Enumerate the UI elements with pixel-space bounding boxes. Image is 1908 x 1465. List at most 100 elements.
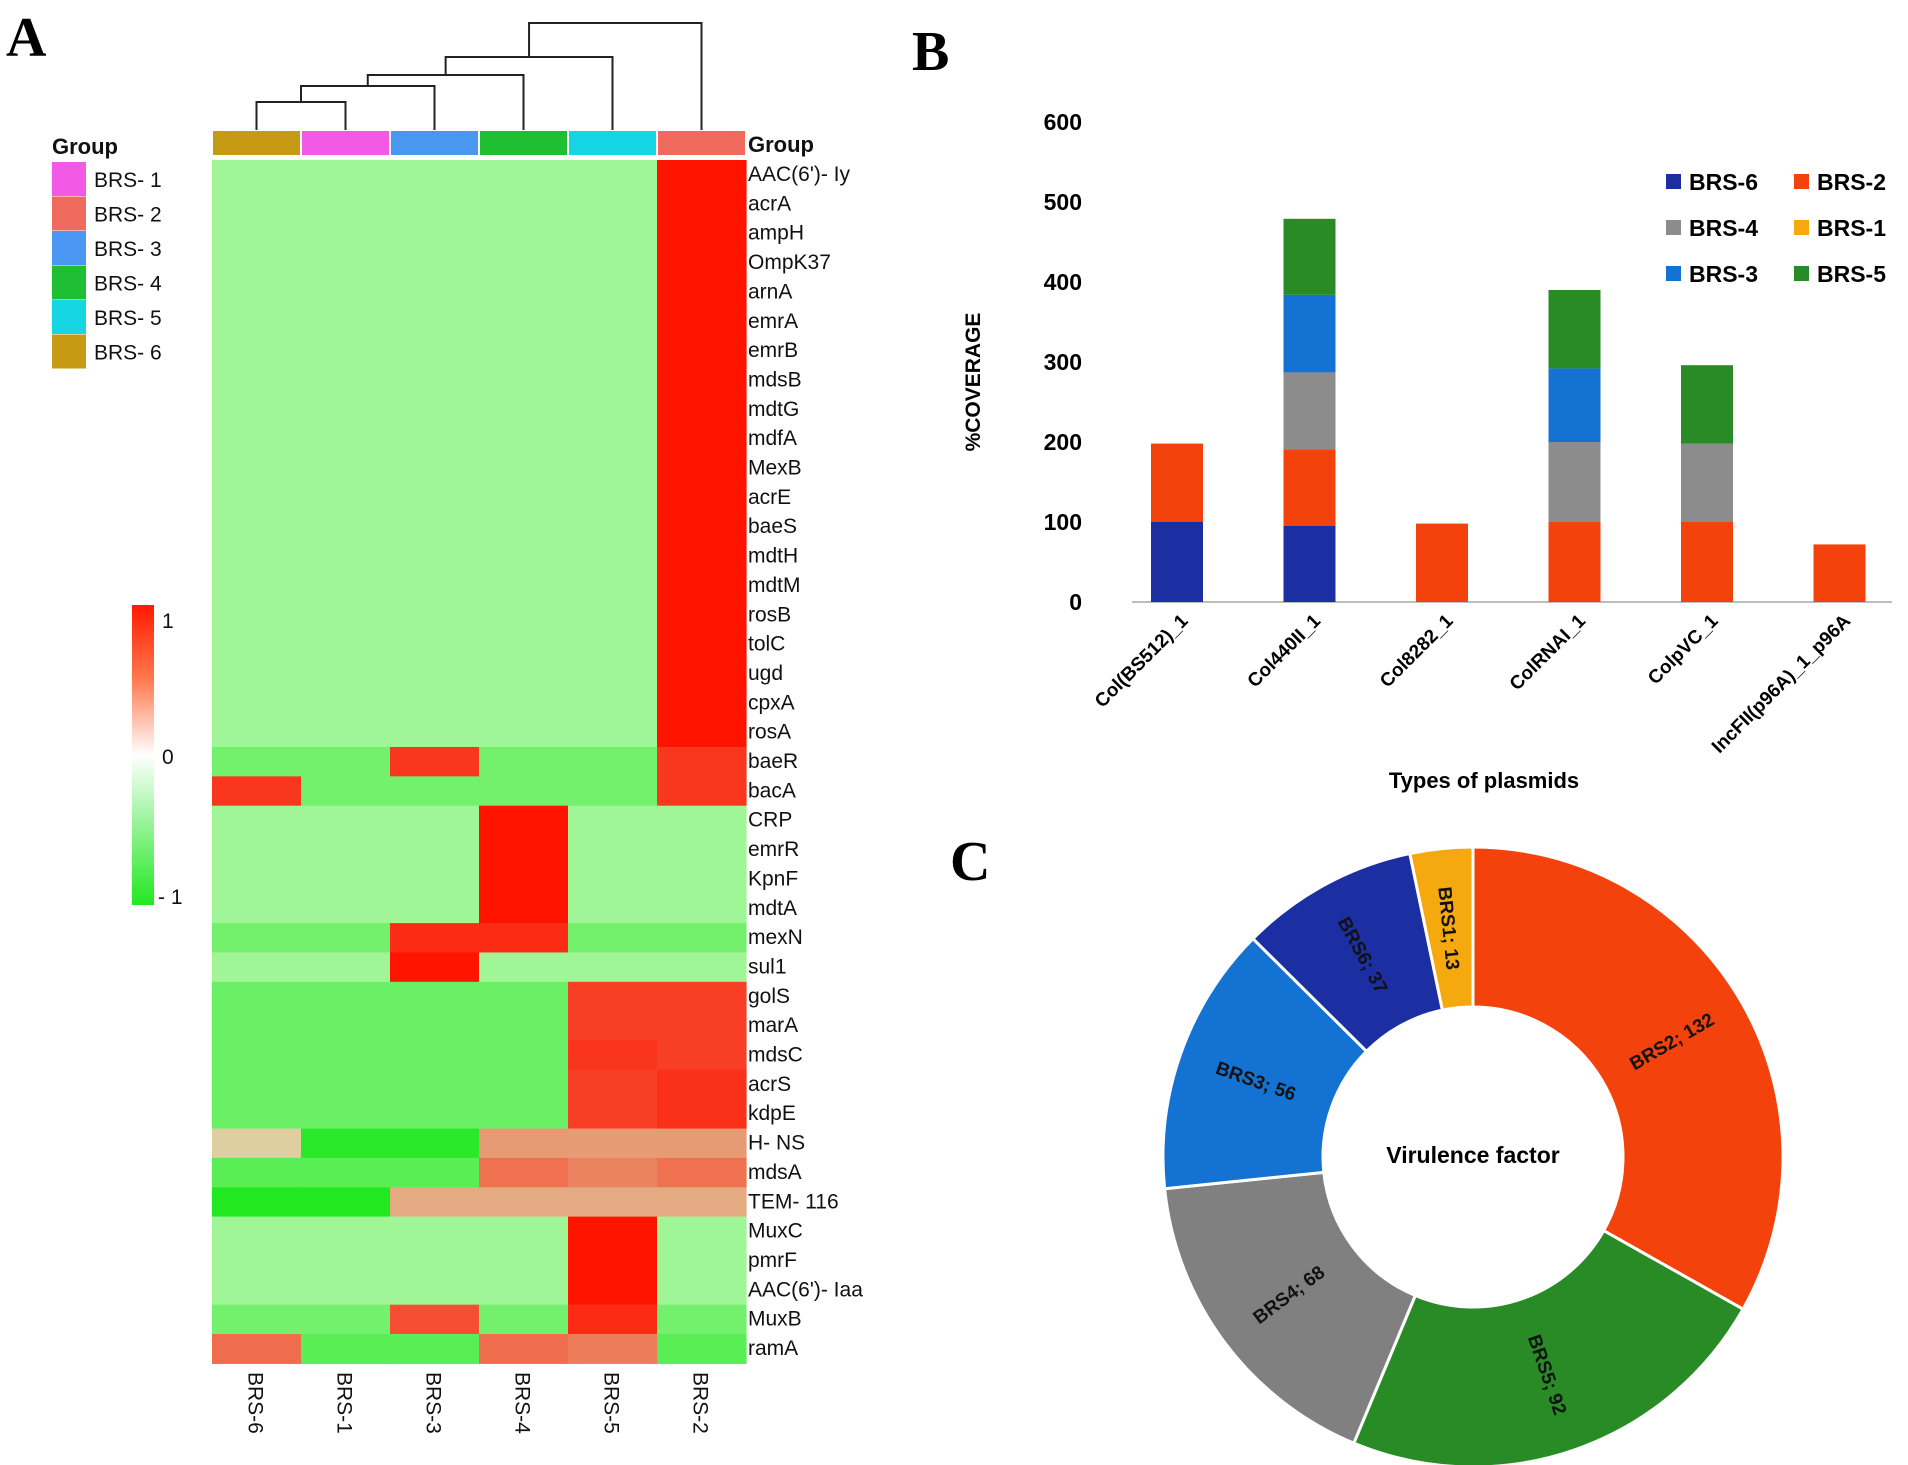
- heatmap-cell: [657, 658, 747, 689]
- heatmap-row-label: kdpE: [748, 1102, 796, 1125]
- heatmap-cell: [657, 776, 747, 807]
- heatmap-cell: [479, 600, 569, 631]
- donut-slice: [1162, 1170, 1418, 1446]
- heatmap-cell: [657, 248, 747, 278]
- heatmap-cell: [657, 864, 747, 895]
- bar-legend-label: BRS-3: [1689, 261, 1758, 287]
- heatmap-cell: [390, 365, 480, 396]
- heatmap-column-label: BRS-2: [689, 1372, 712, 1434]
- bar-y-tick-label: 600: [1044, 109, 1082, 135]
- heatmap-cell: [568, 1334, 658, 1364]
- bar-y-tick-label: 200: [1044, 429, 1082, 455]
- heatmap-cell: [657, 541, 747, 572]
- heatmap-cell: [390, 893, 480, 924]
- heatmap-row-label: mdsB: [748, 368, 802, 391]
- heatmap-row-label: ramA: [748, 1337, 798, 1360]
- heatmap-cell: [301, 1157, 391, 1188]
- heatmap-cell: [657, 805, 747, 836]
- bar-x-tick-label: IncFII(p96A)_1_p96A: [1708, 610, 1855, 757]
- bar-x-axis-title: Types of plasmids: [1389, 768, 1579, 793]
- heatmap-cell: [390, 1011, 480, 1042]
- heatmap-cell: [479, 629, 569, 660]
- heatmap-cell: [479, 336, 569, 367]
- heatmap-cell: [657, 160, 747, 190]
- heatmap-cell: [390, 747, 480, 777]
- heatmap-cell: [212, 658, 302, 689]
- heatmap-cell: [301, 747, 391, 777]
- bar-y-axis-title: %COVERAGE: [962, 313, 985, 452]
- bar-legend-label: BRS-5: [1817, 261, 1886, 287]
- heatmap-cell: [568, 981, 658, 1012]
- group-legend-label: BRS- 1: [94, 169, 162, 192]
- heatmap-cell: [479, 776, 569, 807]
- heatmap-cell: [301, 952, 391, 983]
- heatmap-cell: [568, 1128, 658, 1159]
- heatmap-row-label: emrB: [748, 339, 798, 362]
- heatmap-cell: [390, 1187, 480, 1218]
- heatmap-cell: [479, 952, 569, 983]
- heatmap-cell: [212, 1011, 302, 1042]
- dendrogram-link: [528, 22, 703, 130]
- group-bar-segment: [569, 131, 656, 155]
- heatmap-cell: [301, 424, 391, 455]
- dendrogram-link: [255, 101, 347, 130]
- heatmap-cell: [301, 365, 391, 396]
- heatmap-cell: [390, 218, 480, 249]
- bar-segment: [1416, 523, 1468, 602]
- heatmap-cell: [479, 1040, 569, 1071]
- heatmap-cell: [657, 306, 747, 337]
- heatmap-cell: [212, 482, 302, 513]
- heatmap-cell: [479, 248, 569, 278]
- heatmap-row-label: ampH: [748, 222, 804, 245]
- bar-legend-label: BRS-6: [1689, 169, 1758, 195]
- group-legend-swatch: [52, 196, 86, 231]
- heatmap-cell: [568, 1157, 658, 1188]
- heatmap-cell: [390, 776, 480, 807]
- heatmap-cell: [390, 306, 480, 337]
- heatmap-cell: [212, 835, 302, 865]
- heatmap-cell: [390, 952, 480, 983]
- heatmap-cell: [301, 629, 391, 660]
- bar-segment: [1548, 290, 1601, 369]
- heatmap-cell: [390, 923, 480, 954]
- heatmap-cell: [479, 1069, 569, 1100]
- heatmap-cell: [212, 1040, 302, 1071]
- heatmap-cell: [212, 424, 302, 455]
- heatmap-cell: [479, 424, 569, 455]
- heatmap-row-label: mdfA: [748, 427, 797, 450]
- heatmap-cell: [212, 365, 302, 396]
- heatmap-cell: [212, 189, 302, 220]
- heatmap-cell: [212, 1245, 302, 1276]
- heatmap-cell: [390, 600, 480, 631]
- heatmap-cell: [568, 776, 658, 807]
- heatmap-cell: [568, 453, 658, 484]
- heatmap-cell: [301, 248, 391, 278]
- heatmap-cell: [568, 805, 658, 836]
- heatmap-cell: [212, 570, 302, 601]
- heatmap-cell: [657, 981, 747, 1012]
- heatmap-cell: [390, 394, 480, 425]
- group-legend-label: BRS- 6: [94, 342, 162, 365]
- heatmap-cell: [657, 1040, 747, 1071]
- heatmap-cell: [390, 1245, 480, 1276]
- panel-label-b: B: [912, 21, 949, 83]
- heatmap-row-label: OmpK37: [748, 251, 831, 274]
- heatmap-cell: [568, 394, 658, 425]
- bar-segment: [1548, 442, 1601, 522]
- heatmap-cell: [301, 541, 391, 572]
- heatmap-row-label: pmrF: [748, 1249, 797, 1272]
- heatmap-row-label: MuxC: [748, 1220, 803, 1243]
- heatmap-cell: [390, 453, 480, 484]
- heatmap-cell: [568, 424, 658, 455]
- heatmap-cell: [390, 629, 480, 660]
- heatmap-row-label: sul1: [748, 955, 787, 978]
- heatmap-cell: [301, 189, 391, 220]
- heatmap-cell: [390, 717, 480, 748]
- bar-segment: [1681, 522, 1733, 602]
- heatmap-cell: [657, 1187, 747, 1218]
- heatmap-column-label: BRS-6: [244, 1372, 267, 1434]
- group-bar-segment: [213, 131, 300, 155]
- heatmap-cell: [657, 747, 747, 777]
- heatmap-cell: [301, 1245, 391, 1276]
